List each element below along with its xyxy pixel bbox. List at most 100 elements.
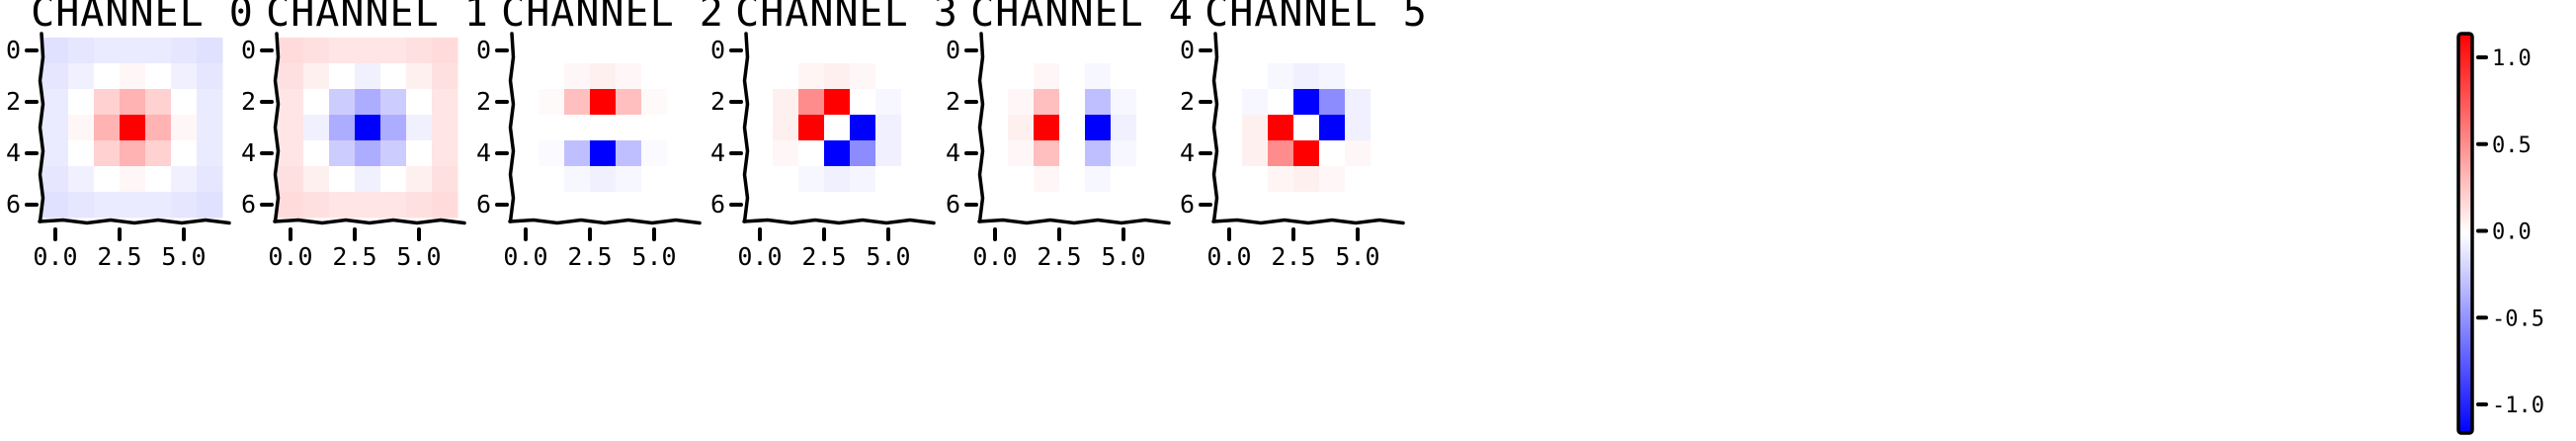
heatmap-cell [145, 38, 172, 64]
x-axis-spine [977, 218, 1171, 225]
heatmap-cell [850, 38, 876, 64]
heatmap-cell [616, 38, 642, 64]
heatmap-cell [1371, 63, 1397, 90]
heatmap-cell [171, 38, 198, 64]
colorbar-tick-label: -0.5 [2492, 307, 2544, 331]
heatmap-cell [616, 89, 642, 116]
heatmap-cell [355, 115, 381, 141]
heatmap-cell [406, 166, 433, 193]
heatmap-cell [564, 140, 591, 167]
heatmap-cell [616, 192, 642, 219]
heatmap-cell [42, 140, 69, 167]
heatmap-cell [1136, 166, 1163, 193]
heatmap-cell [380, 38, 407, 64]
heatmap-cell [824, 115, 851, 141]
panel-title: CHANNEL 1 [266, 0, 489, 36]
heatmap-cell [667, 192, 694, 219]
heatmap-cell [1242, 63, 1269, 90]
x-tick-label: 0.0 [33, 242, 77, 271]
colorbar-tick-label: 1.0 [2492, 46, 2532, 71]
heatmap-cell [171, 115, 198, 141]
heatmap-cell [1371, 166, 1397, 193]
colorbar-tick-label: 0.5 [2492, 133, 2532, 158]
heatmap-cell [68, 89, 95, 116]
x-tick-label: 5.0 [1101, 242, 1145, 271]
heatmap-cell [1059, 63, 1086, 90]
x-tick-label: 0.0 [737, 242, 782, 271]
heatmap-cell [850, 89, 876, 116]
heatmap-cell [380, 140, 407, 167]
heatmap-cell [564, 192, 591, 219]
heatmap-cell [539, 115, 565, 141]
heatmap-cell [901, 89, 928, 116]
heatmap-cell [1293, 89, 1320, 116]
heatmap-cell [329, 140, 356, 167]
heatmap-cell [982, 192, 1009, 219]
heatmap-cell [1293, 63, 1320, 90]
heatmap-cell [120, 89, 146, 116]
heatmap-cell [641, 140, 668, 167]
heatmap-cell [355, 192, 381, 219]
y-tick-label: 6 [476, 190, 491, 219]
heatmap-cell [171, 63, 198, 90]
x-tick-label: 0.0 [972, 242, 1017, 271]
heatmap-cell [667, 63, 694, 90]
heatmap-cell [824, 89, 851, 116]
heatmap-cell [1034, 140, 1060, 167]
heatmap-cell [875, 192, 902, 219]
heatmap-cell [329, 63, 356, 90]
y-axis-spine [508, 32, 516, 223]
heatmap-cell [1319, 192, 1346, 219]
heatmap-cell [197, 89, 223, 116]
heatmap-cell [901, 166, 928, 193]
heatmap-cell [1034, 89, 1060, 116]
heatmap-cell [667, 38, 694, 64]
heatmap-cell [145, 192, 172, 219]
heatmap-cell [94, 89, 121, 116]
heatmap-cell [590, 166, 617, 193]
heatmap-cell [278, 166, 304, 193]
y-axis-spine [1211, 32, 1219, 223]
heatmap-cell [539, 38, 565, 64]
x-axis-spine [38, 218, 231, 225]
heatmap-cell [982, 115, 1009, 141]
heatmap-cell [982, 38, 1009, 64]
heatmap-cell [616, 166, 642, 193]
heatmap-cell [1136, 115, 1163, 141]
heatmap-cell [539, 89, 565, 116]
heatmap-cell [982, 166, 1009, 193]
heatmap-cell [1319, 89, 1346, 116]
colorbar-tick-label: -1.0 [2492, 394, 2544, 418]
heatmap-cell [590, 38, 617, 64]
heatmap-cell [329, 192, 356, 219]
heatmap-cell [120, 63, 146, 90]
heatmap-cell [1136, 192, 1163, 219]
heatmap-cell [1319, 115, 1346, 141]
heatmap-cell [590, 115, 617, 141]
heatmap-cell [1059, 140, 1086, 167]
heatmap-cell [1319, 38, 1346, 64]
heatmap-cell [329, 38, 356, 64]
heatmap-cell [1008, 38, 1035, 64]
heatmap-cell [539, 140, 565, 167]
heatmap-cell [1034, 115, 1060, 141]
heatmap-cell [68, 38, 95, 64]
heatmap-cell [432, 89, 458, 116]
heatmap-cell [901, 140, 928, 167]
y-tick-label: 2 [241, 87, 256, 116]
heatmap-cell [1268, 63, 1294, 90]
heatmap-cell [850, 166, 876, 193]
y-axis-spine [273, 32, 281, 223]
y-axis-spine [977, 32, 985, 223]
heatmap-cell [42, 192, 69, 219]
heatmap-cell [590, 140, 617, 167]
heatmap-cell [197, 63, 223, 90]
y-tick-label: 6 [1180, 190, 1195, 219]
heatmap-cell [513, 140, 540, 167]
panel-5: CHANNEL 5 0 2 4 6 0.0 2.5 5.0 [1180, 0, 1427, 271]
heatmap-cell [1242, 115, 1269, 141]
heatmap-cell [68, 192, 95, 219]
x-axis-spine [742, 218, 936, 225]
heatmap-cell [824, 63, 851, 90]
